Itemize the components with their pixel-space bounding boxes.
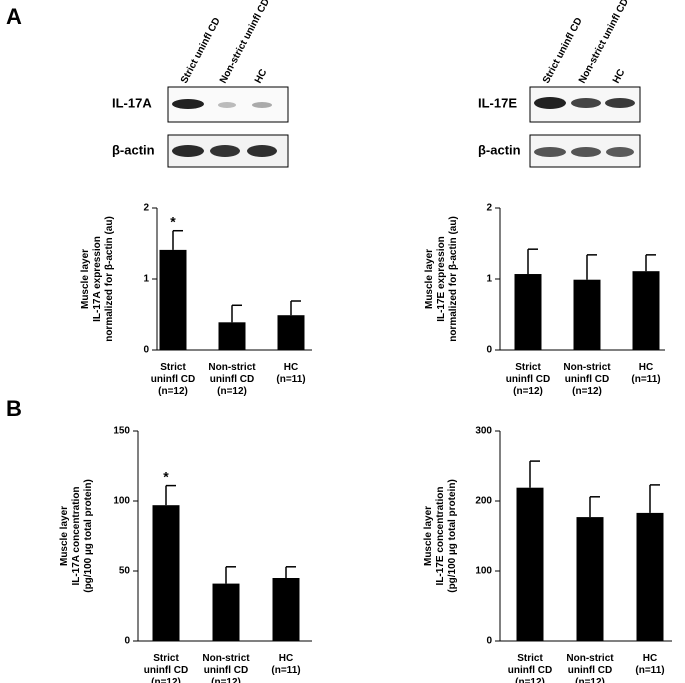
x-tick-label: Non-strict uninfl CD (n=12) bbox=[208, 362, 256, 397]
row-label: IL-17A bbox=[112, 95, 152, 110]
bar bbox=[152, 505, 180, 641]
error-bar bbox=[645, 254, 656, 272]
row-label: β-actin bbox=[478, 142, 521, 157]
lane-label: HC bbox=[611, 67, 627, 85]
y-tick-label: 2 bbox=[486, 203, 492, 214]
y-tick-label: 0 bbox=[486, 345, 492, 356]
row-label: IL-17E bbox=[478, 95, 517, 110]
y-tick-label: 0 bbox=[124, 636, 130, 647]
x-tick-label: Non-strict uninfl CD (n=12) bbox=[566, 653, 614, 683]
x-tick-label: Strict uninfl CD (n=12) bbox=[508, 653, 552, 683]
error-bar bbox=[231, 304, 242, 323]
bar bbox=[159, 249, 187, 350]
bar bbox=[632, 271, 660, 350]
y-tick-label: 200 bbox=[475, 496, 492, 507]
row-label: β-actin bbox=[112, 142, 155, 157]
blot-images bbox=[167, 86, 641, 168]
x-tick-label: Strict uninfl CD (n=12) bbox=[144, 653, 188, 683]
bar bbox=[514, 274, 542, 350]
bar bbox=[576, 517, 604, 641]
y-tick-label: 50 bbox=[119, 566, 131, 577]
annotation: * bbox=[163, 469, 169, 485]
y-axis-label: Muscle layerIL-17A expressionnormalized … bbox=[80, 216, 115, 342]
x-tick-label: Strict uninfl CD (n=12) bbox=[151, 362, 195, 397]
error-bar bbox=[586, 254, 597, 280]
lane-label: Strict uninfl CD bbox=[179, 16, 223, 85]
x-tick-label: HC (n=11) bbox=[635, 653, 664, 676]
x-tick-label: Non-strict uninfl CD (n=12) bbox=[202, 653, 250, 683]
y-tick-label: 1 bbox=[486, 274, 492, 285]
y-tick-label: 1 bbox=[143, 274, 149, 285]
bar bbox=[272, 578, 300, 641]
y-axis-label: Muscle layerIL-17E expressionnormalized … bbox=[424, 216, 459, 342]
error-bar bbox=[172, 229, 183, 250]
bar bbox=[212, 583, 240, 641]
error-bar bbox=[527, 248, 538, 275]
x-tick-label: Strict uninfl CD (n=12) bbox=[506, 362, 550, 397]
error-bar bbox=[589, 496, 600, 518]
y-tick-label: 2 bbox=[143, 203, 149, 214]
x-tick-label: HC (n=11) bbox=[271, 653, 300, 676]
y-tick-label: 100 bbox=[113, 496, 130, 507]
error-bar bbox=[290, 300, 301, 316]
error-bar bbox=[165, 484, 176, 506]
panel-label: B bbox=[6, 396, 22, 421]
y-tick-label: 100 bbox=[475, 566, 492, 577]
y-tick-label: 150 bbox=[113, 426, 130, 437]
y-tick-label: 0 bbox=[143, 345, 149, 356]
y-tick-label: 0 bbox=[486, 636, 492, 647]
bar bbox=[573, 279, 601, 350]
lane-label: Strict uninfl CD bbox=[541, 16, 585, 85]
error-bar bbox=[285, 566, 296, 578]
y-axis-label: Muscle layerIL-17E concentration(pg/100 … bbox=[423, 479, 458, 593]
x-tick-label: Non-strict uninfl CD (n=12) bbox=[563, 362, 611, 397]
bar bbox=[636, 512, 664, 641]
y-tick-label: 300 bbox=[475, 426, 492, 437]
error-bar bbox=[529, 460, 540, 488]
bar bbox=[218, 322, 246, 350]
lane-label: HC bbox=[253, 67, 269, 85]
error-bar bbox=[649, 484, 660, 513]
annotation: * bbox=[170, 214, 176, 230]
y-axis-label: Muscle layerIL-17A concentration(pg/100 … bbox=[59, 479, 94, 593]
x-tick-label: HC (n=11) bbox=[276, 362, 305, 385]
panel-label: A bbox=[6, 4, 22, 29]
bar bbox=[277, 315, 305, 350]
x-tick-label: HC (n=11) bbox=[631, 362, 660, 385]
bar bbox=[516, 487, 544, 641]
error-bar bbox=[225, 566, 236, 584]
